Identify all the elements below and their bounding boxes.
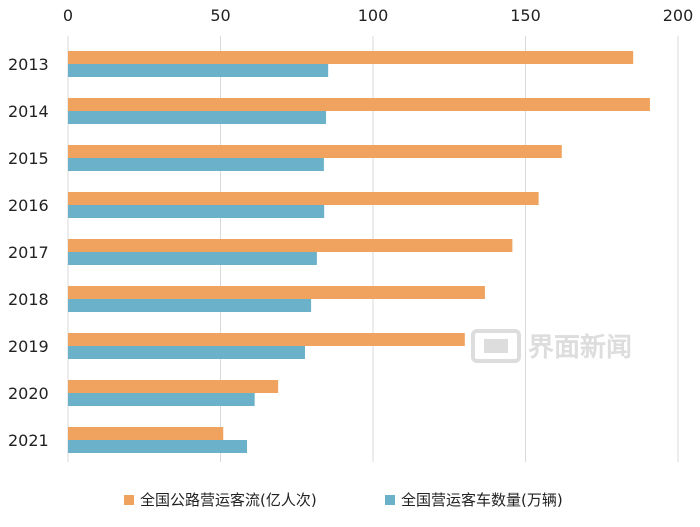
y-category-label: 2014 [8, 102, 49, 121]
y-category-label: 2021 [8, 431, 49, 450]
bar-bus-count-2018 [68, 299, 312, 312]
bar-bus-count-2015 [68, 158, 324, 171]
bars [68, 51, 650, 453]
y-category-label: 2020 [8, 384, 49, 403]
bar-bus-count-2013 [68, 64, 329, 77]
y-category-label: 2018 [8, 290, 49, 309]
x-axis-ticks: 0 50 100 150 200 [63, 6, 693, 25]
bar-bus-count-2019 [68, 346, 305, 359]
x-tick-label: 100 [358, 6, 389, 25]
bar-passenger-flow-2016 [68, 192, 539, 205]
y-category-label: 2016 [8, 196, 49, 215]
bar-bus-count-2016 [68, 205, 325, 218]
y-category-label: 2019 [8, 337, 49, 356]
legend-label-1: 全国营运客车数量(万辆) [401, 491, 563, 509]
jiemian-logo-icon [471, 329, 521, 363]
watermark: 界面新闻 [471, 329, 632, 363]
bar-passenger-flow-2020 [68, 380, 279, 393]
bar-passenger-flow-2021 [68, 427, 224, 440]
bar-passenger-flow-2019 [68, 333, 465, 346]
y-category-label: 2013 [8, 55, 49, 74]
x-tick-label: 50 [210, 6, 230, 25]
bar-bus-count-2014 [68, 111, 327, 124]
y-category-label: 2015 [8, 149, 49, 168]
legend: 全国公路营运客流(亿人次) 全国营运客车数量(万辆) [124, 491, 563, 509]
bar-bus-count-2021 [68, 440, 248, 453]
legend-swatch-0 [124, 495, 134, 505]
watermark-text: 界面新闻 [528, 332, 632, 363]
bar-passenger-flow-2018 [68, 286, 485, 299]
x-tick-label: 0 [63, 6, 73, 25]
bar-passenger-flow-2017 [68, 239, 513, 252]
bar-passenger-flow-2015 [68, 145, 562, 158]
legend-label-0: 全国公路营运客流(亿人次) [140, 491, 317, 509]
bar-bus-count-2020 [68, 393, 255, 406]
bar-bus-count-2017 [68, 252, 317, 265]
bar-passenger-flow-2013 [68, 51, 634, 64]
y-category-label: 2017 [8, 243, 49, 262]
x-tick-label: 200 [663, 6, 694, 25]
bar-passenger-flow-2014 [68, 98, 650, 111]
legend-swatch-1 [385, 495, 395, 505]
x-tick-label: 150 [510, 6, 541, 25]
y-axis-labels: 2013 2014 2015 2016 2017 2018 2019 2020 2021 [8, 55, 49, 450]
